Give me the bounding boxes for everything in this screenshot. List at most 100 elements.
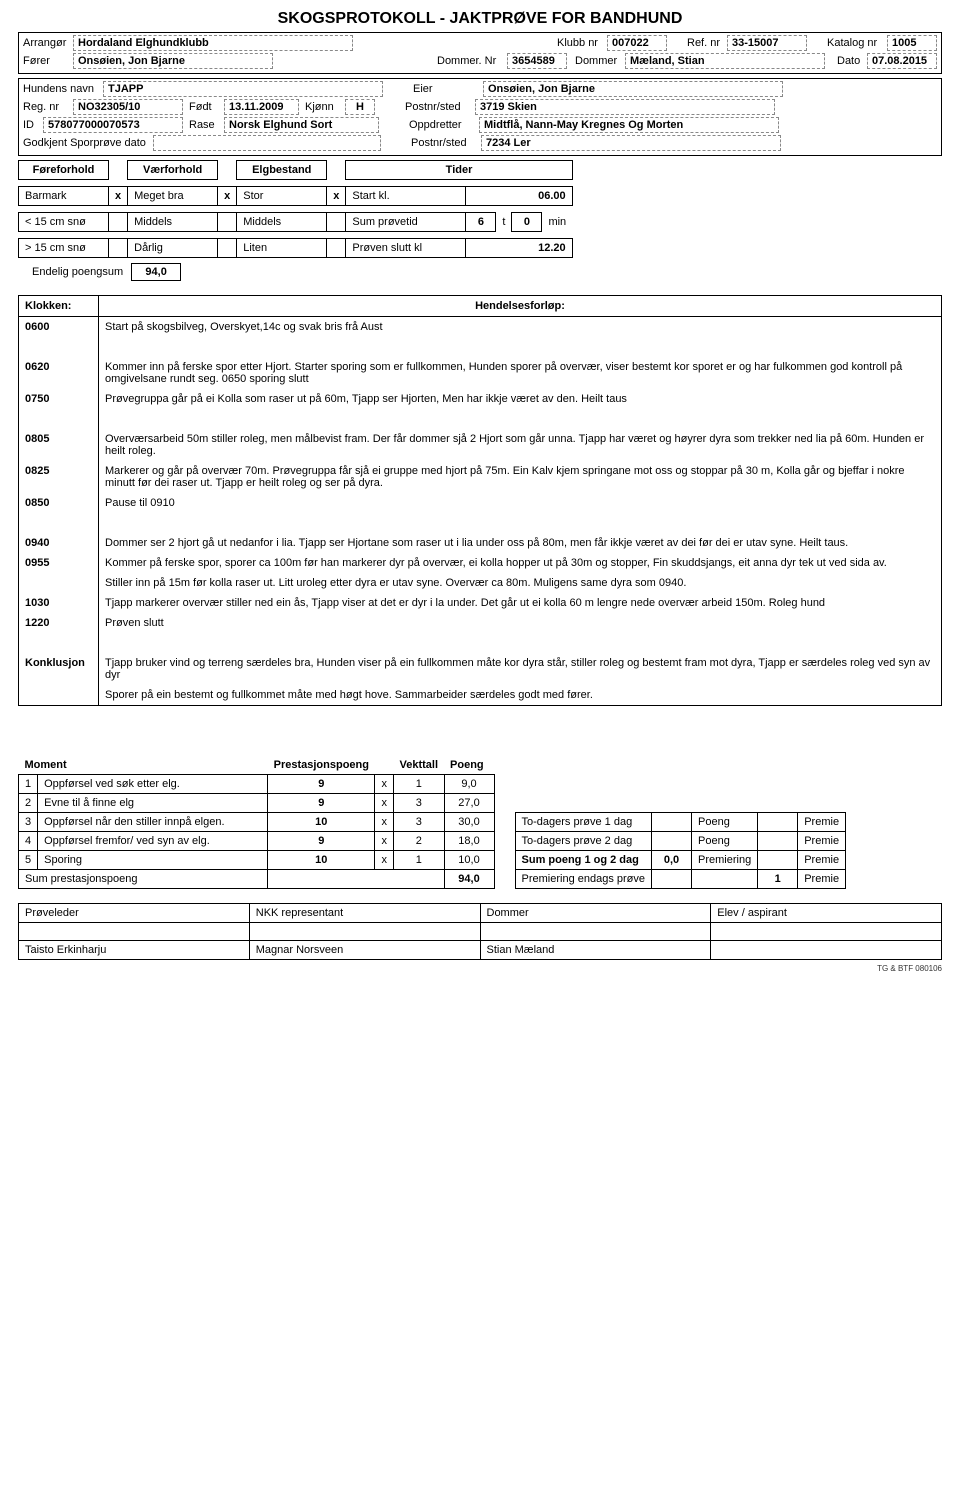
sum-label: Sum prestasjonspoeng [19,870,268,889]
events-desc: Tjapp markerer overvær stiller ned ein å… [99,593,941,613]
dommer-value: Mæland, Stian [625,53,825,69]
r1l: To-dagers prøve 1 dag [515,813,652,832]
events-desc: Prøvegruppa går på ei Kolla som raser ut… [99,389,941,409]
events-desc: Sporer på ein bestemt og fullkommet måte… [99,685,941,705]
events-desc: Prøven slutt [99,613,941,633]
events-time: 0940 [19,533,99,553]
klokken-label: Klokken: [19,296,99,316]
score-table-left: Moment Prestasjonspoeng Vekttall Poeng 1… [18,756,495,889]
klubbnr-label: Klubb nr [557,37,607,49]
refnr-label: Ref. nr [687,37,727,49]
events-time: 1030 [19,593,99,613]
events-time: 0825 [19,461,99,493]
oppdretter-value: Midtflå, Nann-May Kregnes Og Morten [479,117,779,133]
kjonn-label: Kjønn [305,101,345,113]
page-title: SKOGSPROTOKOLL - JAKTPRØVE FOR BANDHUND [18,10,942,28]
events-row: KonklusjonTjapp bruker vind og terreng s… [19,653,941,685]
id-value: 578077000070573 [43,117,183,133]
regnr-value: NO32305/10 [73,99,183,115]
conditions-block: Føreforhold Værforhold Elgbestand Tider … [18,160,942,281]
kjonn-value: H [345,99,375,115]
events-desc: Dommer ser 2 hjort gå ut nedanfor i lia.… [99,533,941,553]
klubbnr-value: 007022 [607,35,667,51]
r2pr: Premie [798,832,846,851]
endr-n: 1 [758,870,798,889]
sig-v3: Stian Mæland [480,941,711,959]
events-time: 0620 [19,357,99,389]
id-label: ID [23,119,43,131]
events-desc: Kommer på ferske spor, sporer ca 100m fø… [99,553,941,573]
events-row [19,409,941,429]
events-row [19,513,941,533]
events-row: Sporer på ein bestemt og fullkommet måte… [19,685,941,705]
footnote: TG & BTF 080106 [18,964,942,973]
score-row: 5Sporing10x110,0 [19,851,495,870]
vekt-label: Vekttall [393,756,444,775]
postnr-label: Postnr/sted [405,101,475,113]
events-time: 0750 [19,389,99,409]
events-time [19,513,99,533]
events-row: 1030Tjapp markerer overvær stiller ned e… [19,593,941,613]
events-row: 0940Dommer ser 2 hjort gå ut nedanfor i … [19,533,941,553]
hundensnavn-label: Hundens navn [23,83,103,95]
events-time [19,573,99,593]
events-time [19,633,99,653]
godkjent-value [153,135,381,151]
events-time: 0850 [19,493,99,513]
events-row: 0805Overværsarbeid 50m stiller roleg, me… [19,429,941,461]
sumr-p: Premiering [692,851,758,870]
sumr-label: Sum poeng 1 og 2 dag [515,851,652,870]
conditions-table: Føreforhold Værforhold Elgbestand Tider … [18,160,942,258]
cond-row: < 15 cm snøMiddelsMiddelsSum prøvetid6t0… [19,213,942,232]
cond-col2: Værforhold [128,161,218,180]
events-row [19,633,941,653]
score-row: 4Oppførsel fremfor/ ved syn av elg.9x218… [19,832,495,851]
events-time: 0955 [19,553,99,573]
events-desc: Kommer inn på ferske spor etter Hjort. S… [99,357,941,389]
dog-block: Hundens navn TJAPP Eier Onsøien, Jon Bja… [18,78,942,156]
dommernr-label: Dommer. Nr [437,55,507,67]
r2p: Poeng [692,832,758,851]
events-block: Klokken: Hendelsesforløp: 0600Start på s… [18,295,942,706]
fodt-value: 13.11.2009 [224,99,299,115]
events-time: 0805 [19,429,99,461]
rase-value: Norsk Elghund Sort [224,117,379,133]
events-time [19,685,99,705]
events-time: Konklusjon [19,653,99,685]
events-row: 0600Start på skogsbilveg, Overskyet,14c … [19,317,941,337]
score-row: 3Oppførsel når den stiller innpå elgen.1… [19,813,495,832]
poeng-label: Poeng [444,756,494,775]
events-desc: Markerer og går på overvær 70m. Prøvegru… [99,461,941,493]
events-desc: Tjapp bruker vind og terreng særdeles br… [99,653,941,685]
cond-row: > 15 cm snøDårligLitenPrøven slutt kl12.… [19,239,942,258]
events-row [19,337,941,357]
events-row: 1220Prøven slutt [19,613,941,633]
events-row: 0955 Kommer på ferske spor, sporer ca 10… [19,553,941,573]
katalognr-label: Katalog nr [827,37,887,49]
r1pr: Premie [798,813,846,832]
postnr2-label: Postnr/sted [411,137,481,149]
forer-value: Onsøien, Jon Bjarne [73,53,273,69]
sumr-pr: Premie [798,851,846,870]
events-desc [99,633,941,653]
moment-label: Moment [19,756,268,775]
r1p: Poeng [692,813,758,832]
godkjent-label: Godkjent Sporprøve dato [23,137,153,149]
events-desc: Pause til 0910 [99,493,941,513]
events-desc: Start på skogsbilveg, Overskyet,14c og s… [99,317,941,337]
events-row: 0750Prøvegruppa går på ei Kolla som rase… [19,389,941,409]
cond-col4: Tider [346,161,572,180]
score-table-right: To-dagers prøve 1 dag Poeng Premie To-da… [515,812,847,889]
postnr-value: 3719 Skien [475,99,775,115]
rase-label: Rase [189,119,224,131]
sig-v2: Magnar Norsveen [249,941,480,959]
prest-label: Prestasjonspoeng [268,756,375,775]
cond-col1: Føreforhold [19,161,109,180]
events-row: 0850Pause til 0910 [19,493,941,513]
eier-value: Onsøien, Jon Bjarne [483,81,783,97]
endelig-value: 94,0 [131,263,181,281]
signature-block: Prøveleder NKK representant Dommer Elev … [18,903,942,960]
sig-v1: Taisto Erkinharju [19,941,249,959]
score-row: 1Oppførsel ved søk etter elg.9x19,0 [19,775,495,794]
events-desc [99,337,941,357]
